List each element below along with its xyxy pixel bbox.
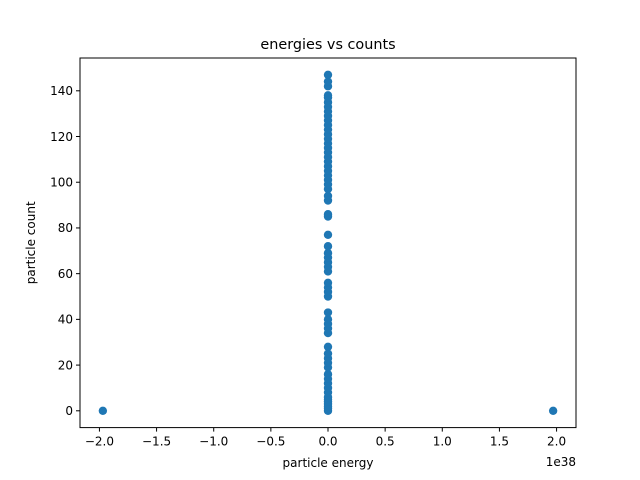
data-point bbox=[323, 230, 333, 239]
data-point bbox=[98, 406, 108, 415]
data-point bbox=[323, 77, 333, 86]
x-tick-label: −2.0 bbox=[85, 435, 114, 449]
data-point bbox=[323, 248, 333, 258]
data-point bbox=[548, 406, 558, 415]
data-points bbox=[98, 70, 558, 415]
x-axis-label: particle energy bbox=[283, 456, 374, 470]
data-point bbox=[323, 210, 333, 219]
chart-title: energies vs counts bbox=[260, 37, 395, 53]
y-tick-label: 20 bbox=[58, 358, 73, 372]
x-tick-label: −1.5 bbox=[142, 435, 171, 449]
x-tick-label: 1.5 bbox=[490, 435, 509, 449]
x-tick-label: 1.0 bbox=[433, 435, 452, 449]
y-axis-label: particle count bbox=[24, 201, 38, 284]
data-point bbox=[323, 308, 333, 317]
y-tick-label: 140 bbox=[50, 84, 73, 98]
x-tick-label: 0.5 bbox=[376, 435, 395, 449]
data-point bbox=[323, 315, 333, 324]
y-tick-label: 40 bbox=[58, 313, 73, 327]
data-point bbox=[323, 342, 333, 351]
data-point bbox=[323, 370, 333, 379]
data-point bbox=[323, 349, 333, 358]
data-point bbox=[323, 242, 333, 251]
x-tick-label: 2.0 bbox=[547, 435, 566, 449]
data-point bbox=[323, 278, 333, 287]
data-point bbox=[323, 191, 333, 201]
y-tick-label: 80 bbox=[58, 221, 73, 235]
y-tick-label: 100 bbox=[50, 176, 73, 190]
x-tick-label: −1.0 bbox=[199, 435, 228, 449]
x-axis-ticks: −2.0 −1.5 −1.0 −0.5 0.0 0.5 1.0 1.5 2.0 bbox=[85, 427, 566, 449]
x-tick-label: 0.0 bbox=[318, 435, 337, 449]
x-axis-offset-label: 1e38 bbox=[546, 455, 576, 469]
y-tick-label: 120 bbox=[50, 130, 73, 144]
data-point bbox=[323, 91, 333, 100]
y-axis-ticks: 0 20 40 60 80 100 120 140 bbox=[50, 84, 80, 418]
y-tick-label: 0 bbox=[65, 404, 73, 418]
data-point bbox=[323, 70, 333, 80]
y-tick-label: 60 bbox=[58, 267, 73, 281]
x-tick-label: −0.5 bbox=[256, 435, 285, 449]
